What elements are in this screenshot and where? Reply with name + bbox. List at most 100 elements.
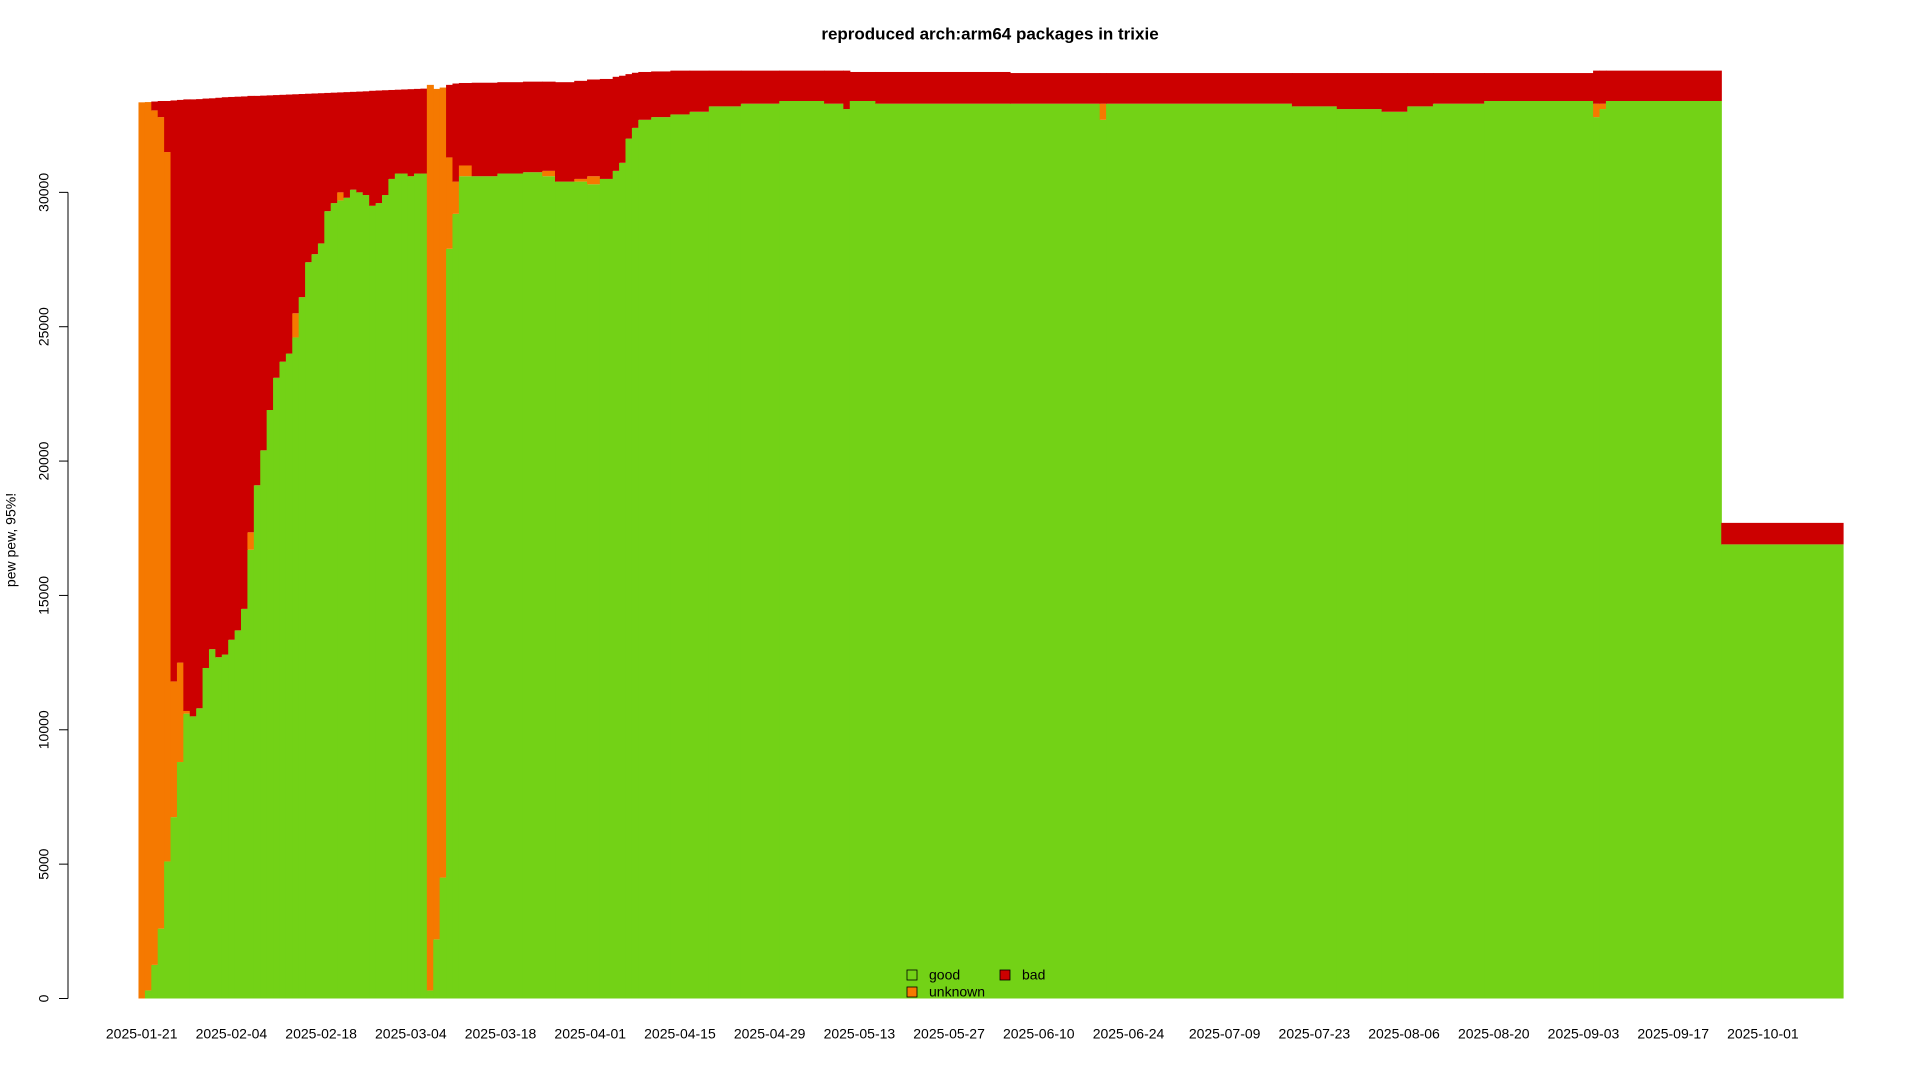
bar-segment [574,80,588,179]
bar-segment [542,176,556,999]
bar-segment [388,89,396,179]
bar-segment [612,76,620,171]
bar-segment [522,172,543,999]
bar-segment [625,74,633,139]
bar-segment [875,103,1011,999]
bar-segment [1291,73,1338,107]
bar-segment [1407,106,1434,999]
bar-segment [1593,70,1601,104]
bar-segment [157,928,165,999]
bar-segment [1106,73,1293,104]
bar-segment [228,639,236,999]
bar-segment [298,297,306,999]
bar-segment [394,173,402,999]
bar-segment [285,94,293,354]
bar-segment [349,91,357,190]
plot-area [138,70,1844,999]
bar-segment [1291,106,1338,999]
y-tick-label: 15000 [36,576,52,615]
bar-segment [330,92,338,204]
bar-segment [587,176,601,185]
x-tick-label: 2025-07-23 [1279,1026,1351,1042]
x-tick-label: 2025-04-29 [734,1026,806,1042]
bar-segment [619,75,627,163]
bar-segment [651,71,671,118]
bar-segment [144,990,152,999]
bar-segment [279,94,287,362]
bar-segment [497,82,524,174]
bar-segment [260,450,268,999]
bar-segment [381,195,389,999]
bar-segment [849,100,877,999]
bar-segment [522,81,543,173]
bar-segment [317,93,325,244]
bar-segment [356,91,364,193]
bar-segment [1484,73,1594,101]
bar-segment [170,817,178,999]
bar-segment [619,162,627,999]
bar-segment [471,176,498,999]
bar-segment [362,195,370,999]
bar-segment [196,708,204,999]
x-tick-label: 2025-09-17 [1637,1026,1709,1042]
bar-segment [542,81,556,171]
bar-segment [587,184,601,999]
bar-segment [164,861,172,999]
bar-segment [433,939,441,999]
bar-segment [273,377,281,999]
bar-segment [1099,73,1107,104]
bar-segment [555,181,575,999]
y-tick-label: 30000 [36,173,52,212]
bar-segment [253,485,261,999]
bar-segment [843,70,851,110]
legend-label: bad [1022,967,1045,983]
axes: 0 5000 10000 15000 20000 25000 30000 2025-01-21… [36,173,1799,1042]
x-tick-label: 2025-10-01 [1727,1026,1799,1042]
bar-segment [446,248,454,999]
bar-segment [292,337,300,999]
bar-segment [497,173,524,999]
bar-segment [458,165,473,177]
bar-segment [471,82,498,177]
bar-segment [330,203,338,999]
bar-segment [1484,100,1594,999]
bar-segment [824,70,844,104]
bar-segment [183,99,191,711]
bar-segment [1336,109,1383,999]
bar-segment [439,87,447,878]
legend-swatch [906,969,918,981]
bar-segment [388,178,396,999]
bar-segment [446,157,454,249]
x-tick-label: 2025-04-01 [554,1026,626,1042]
bar-segment [1605,70,1722,101]
bar-segment [394,89,402,174]
x-tick-label: 2025-08-20 [1458,1026,1530,1042]
bar-segment [638,71,652,120]
bar-segment [1599,109,1607,999]
bar-segment [631,127,639,999]
legend-swatch [906,986,918,998]
bar-segment [343,197,351,999]
bar-segment [426,84,434,991]
bar-segment [574,178,588,182]
bar-segment [689,111,710,999]
bar-segment [740,70,780,104]
bar-segment [189,716,197,999]
bar-segment [1593,103,1601,118]
bar-segment [196,99,204,709]
bar-segment [824,103,844,999]
bar-segment [234,630,242,999]
bar-segment [433,88,441,940]
bar-segment [157,117,165,929]
x-tick-label: 2025-03-18 [465,1026,537,1042]
bar-segment [612,170,620,999]
bar-segment [273,95,281,378]
bar-segment [401,173,409,999]
y-tick-label: 25000 [36,307,52,346]
bar-segment [247,95,255,533]
x-tick-label: 2025-02-18 [285,1026,357,1042]
y-tick-label: 5000 [36,848,52,879]
bar-segment [708,70,742,107]
x-tick-label: 2025-04-15 [644,1026,716,1042]
